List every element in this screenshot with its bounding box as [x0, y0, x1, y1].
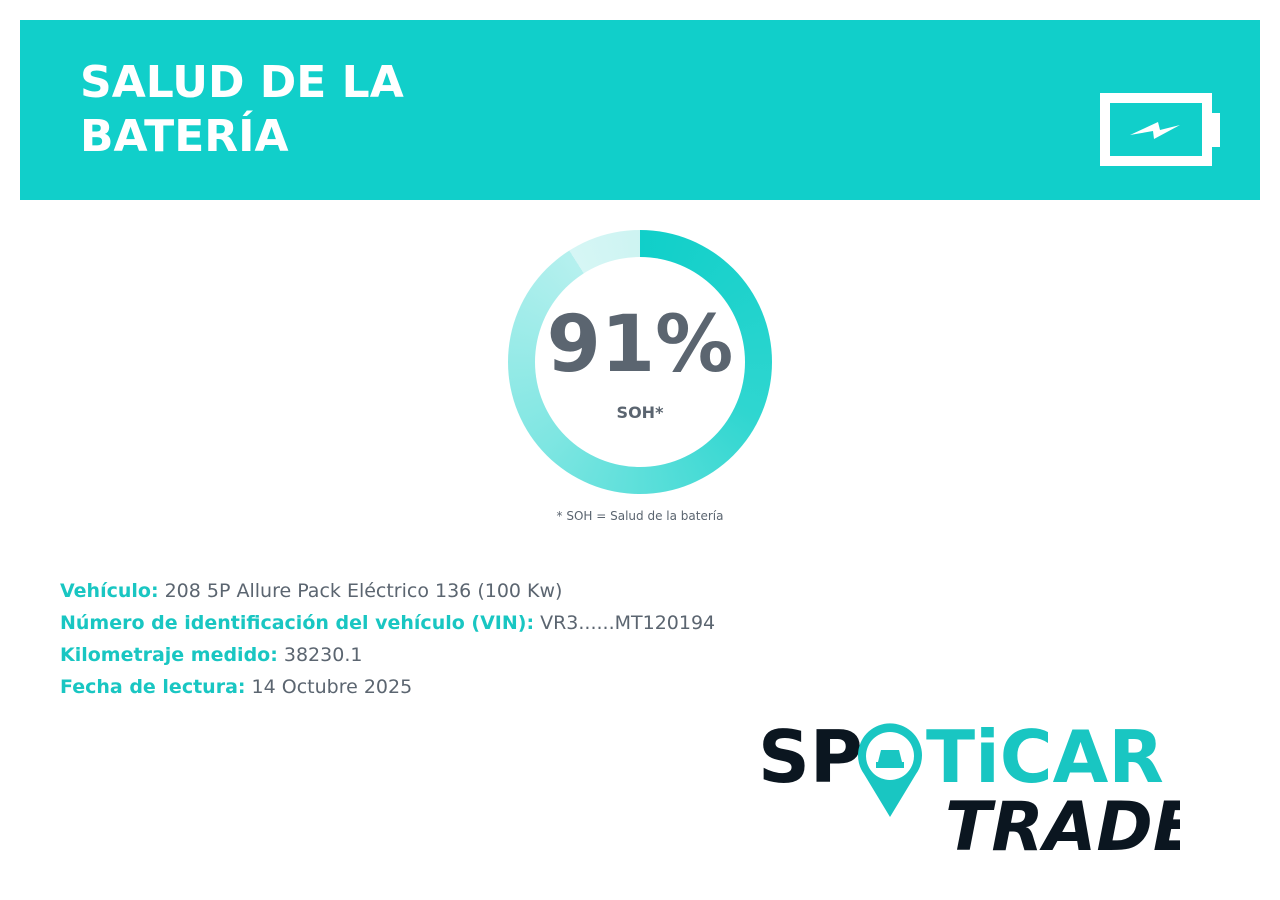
soh-value: 91%	[546, 300, 734, 390]
detail-label: Vehículo:	[60, 580, 159, 602]
detail-row: Vehículo: 208 5P Allure Pack Eléctrico 1…	[60, 575, 715, 607]
detail-row: Fecha de lectura: 14 Octubre 2025	[60, 671, 715, 703]
title: SALUD DE LA BATERÍA	[80, 57, 404, 162]
logo-pin	[858, 723, 922, 817]
details: Vehículo: 208 5P Allure Pack Eléctrico 1…	[60, 575, 715, 703]
detail-value: 208 5P Allure Pack Eléctrico 136 (100 Kw…	[164, 580, 563, 602]
soh-caption: SOH*	[616, 403, 664, 422]
detail-label: Kilometraje medido:	[60, 644, 278, 666]
detail-label: Fecha de lectura:	[60, 676, 246, 698]
footnote: * SOH = Salud de la batería	[556, 509, 724, 523]
logo-right: TiCAR	[926, 715, 1164, 799]
detail-row: Número de identificación del vehículo (V…	[60, 607, 715, 639]
battery-icon	[1100, 93, 1220, 166]
detail-value: 14 Octubre 2025	[251, 676, 413, 698]
detail-label: Número de identificación del vehículo (V…	[60, 612, 535, 634]
detail-value: 38230.1	[283, 644, 363, 666]
header: SALUD DE LA BATERÍA	[20, 20, 1260, 200]
ring-hole	[535, 257, 745, 467]
detail-row: Kilometraje medido: 38230.1	[60, 639, 715, 671]
logo-sub: TRADE	[945, 788, 1180, 867]
detail-value: VR3......MT120194	[540, 612, 716, 634]
logo-left: SP	[758, 715, 863, 799]
logo: SP TiCAR TRADE	[758, 715, 1180, 867]
